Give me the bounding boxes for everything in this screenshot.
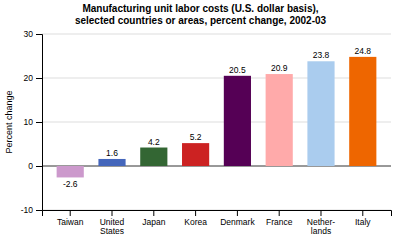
- y-tick: 0: [28, 161, 42, 171]
- x-tick-mark: [279, 210, 280, 216]
- x-tick: Japan: [142, 210, 165, 227]
- x-tick: UnitedStates: [100, 210, 125, 236]
- x-tick-label-line: States: [100, 226, 124, 236]
- y-tick-label: 20: [24, 73, 34, 83]
- x-tick-label-line: Italy: [355, 217, 371, 227]
- x-tick-mark: [112, 210, 113, 216]
- data-label: 23.8: [313, 50, 330, 60]
- grid-line: [42, 78, 391, 79]
- x-tick-label: France: [266, 217, 293, 227]
- y-tick: 30: [24, 29, 42, 39]
- y-tick-mark: [36, 78, 42, 79]
- x-tick: Korea: [184, 210, 207, 227]
- grid-line: [42, 166, 391, 167]
- plot: -10 0 10 20 30 Taiwan UnitedStates Japan Korea De…: [21, 29, 392, 236]
- x-tick-label-line: France: [266, 217, 293, 227]
- data-label: 20.5: [229, 65, 246, 75]
- data-label: 1.6: [106, 148, 118, 158]
- bar: [266, 74, 293, 166]
- bar: [140, 148, 167, 166]
- bars: [57, 57, 377, 178]
- grid-line: [42, 122, 391, 123]
- y-tick-label: 30: [24, 29, 34, 39]
- grid-line: [42, 34, 391, 35]
- y-tick-mark: [36, 34, 42, 35]
- x-tick-label-line: lands: [311, 226, 331, 236]
- bar: [307, 61, 334, 166]
- bar: [349, 57, 376, 166]
- data-label: 20.9: [271, 63, 288, 73]
- x-tick-mark: [320, 210, 321, 216]
- bar: [57, 166, 84, 177]
- x-tick-label: Taiwan: [57, 217, 84, 227]
- x-tick-mark: [237, 210, 238, 216]
- data-label: 24.8: [355, 46, 372, 56]
- x-tick-label: UnitedStates: [100, 217, 125, 236]
- x-tick-label-line: Japan: [142, 217, 165, 227]
- x-tick-label: Korea: [184, 217, 207, 227]
- x-tick-mark: [153, 210, 154, 216]
- title-line: Manufacturing unit labor costs (U.S. dol…: [82, 3, 318, 14]
- data-labels: -2.6 1.6 4.2 5.2 20.5 20.9 23.8 24.8: [63, 46, 371, 189]
- y-tick-label: -10: [21, 205, 34, 215]
- title: Manufacturing unit labor costs (U.S. dol…: [75, 3, 327, 26]
- x-tick-label: Japan: [142, 217, 165, 227]
- x-tick: Nether-lands: [307, 210, 336, 236]
- x-tick: Denmark: [220, 210, 255, 227]
- x-tick-mark: [195, 210, 196, 216]
- x-tick-label-line: Taiwan: [57, 217, 84, 227]
- x-tick: Taiwan: [57, 210, 84, 227]
- chart-svg: Manufacturing unit labor costs (U.S. dol…: [0, 0, 401, 238]
- y-tick: 10: [24, 117, 42, 127]
- y-axis-line: [36, 35, 43, 211]
- bar: [182, 143, 209, 166]
- y-tick-label: 0: [28, 161, 33, 171]
- y-tick: 20: [24, 73, 42, 83]
- y-tick-mark: [36, 122, 42, 123]
- x-tick-mark: [70, 210, 71, 216]
- y-axis-label: Percent change: [4, 90, 14, 153]
- y-tick-mark: [36, 166, 42, 167]
- y-tick-label: 10: [24, 117, 34, 127]
- x-tick-label: Nether-lands: [307, 217, 336, 236]
- bar: [224, 76, 251, 166]
- x-axis-line: [43, 211, 392, 217]
- data-label: -2.6: [63, 179, 78, 189]
- x-tick-label: Italy: [355, 217, 371, 227]
- title-line: selected countries or areas, percent cha…: [75, 15, 327, 26]
- y-tick: -10: [21, 205, 42, 215]
- x-tick: Italy: [355, 210, 371, 227]
- data-label: 4.2: [148, 137, 160, 147]
- x-tick-label-line: Denmark: [220, 217, 255, 227]
- x-axis: Taiwan UnitedStates Japan Korea Denmark Franc…: [43, 210, 392, 236]
- data-label: 5.2: [190, 132, 202, 142]
- grid: [42, 34, 391, 210]
- y-axis: -10 0 10 20 30: [21, 29, 43, 215]
- x-tick-label-line: Korea: [184, 217, 207, 227]
- x-tick: France: [266, 210, 293, 227]
- x-tick-mark: [362, 210, 363, 216]
- chart-container: Manufacturing unit labor costs (U.S. dol…: [0, 0, 401, 238]
- y-tick-mark: [36, 210, 42, 211]
- x-tick-label: Denmark: [220, 217, 255, 227]
- bar: [98, 159, 125, 166]
